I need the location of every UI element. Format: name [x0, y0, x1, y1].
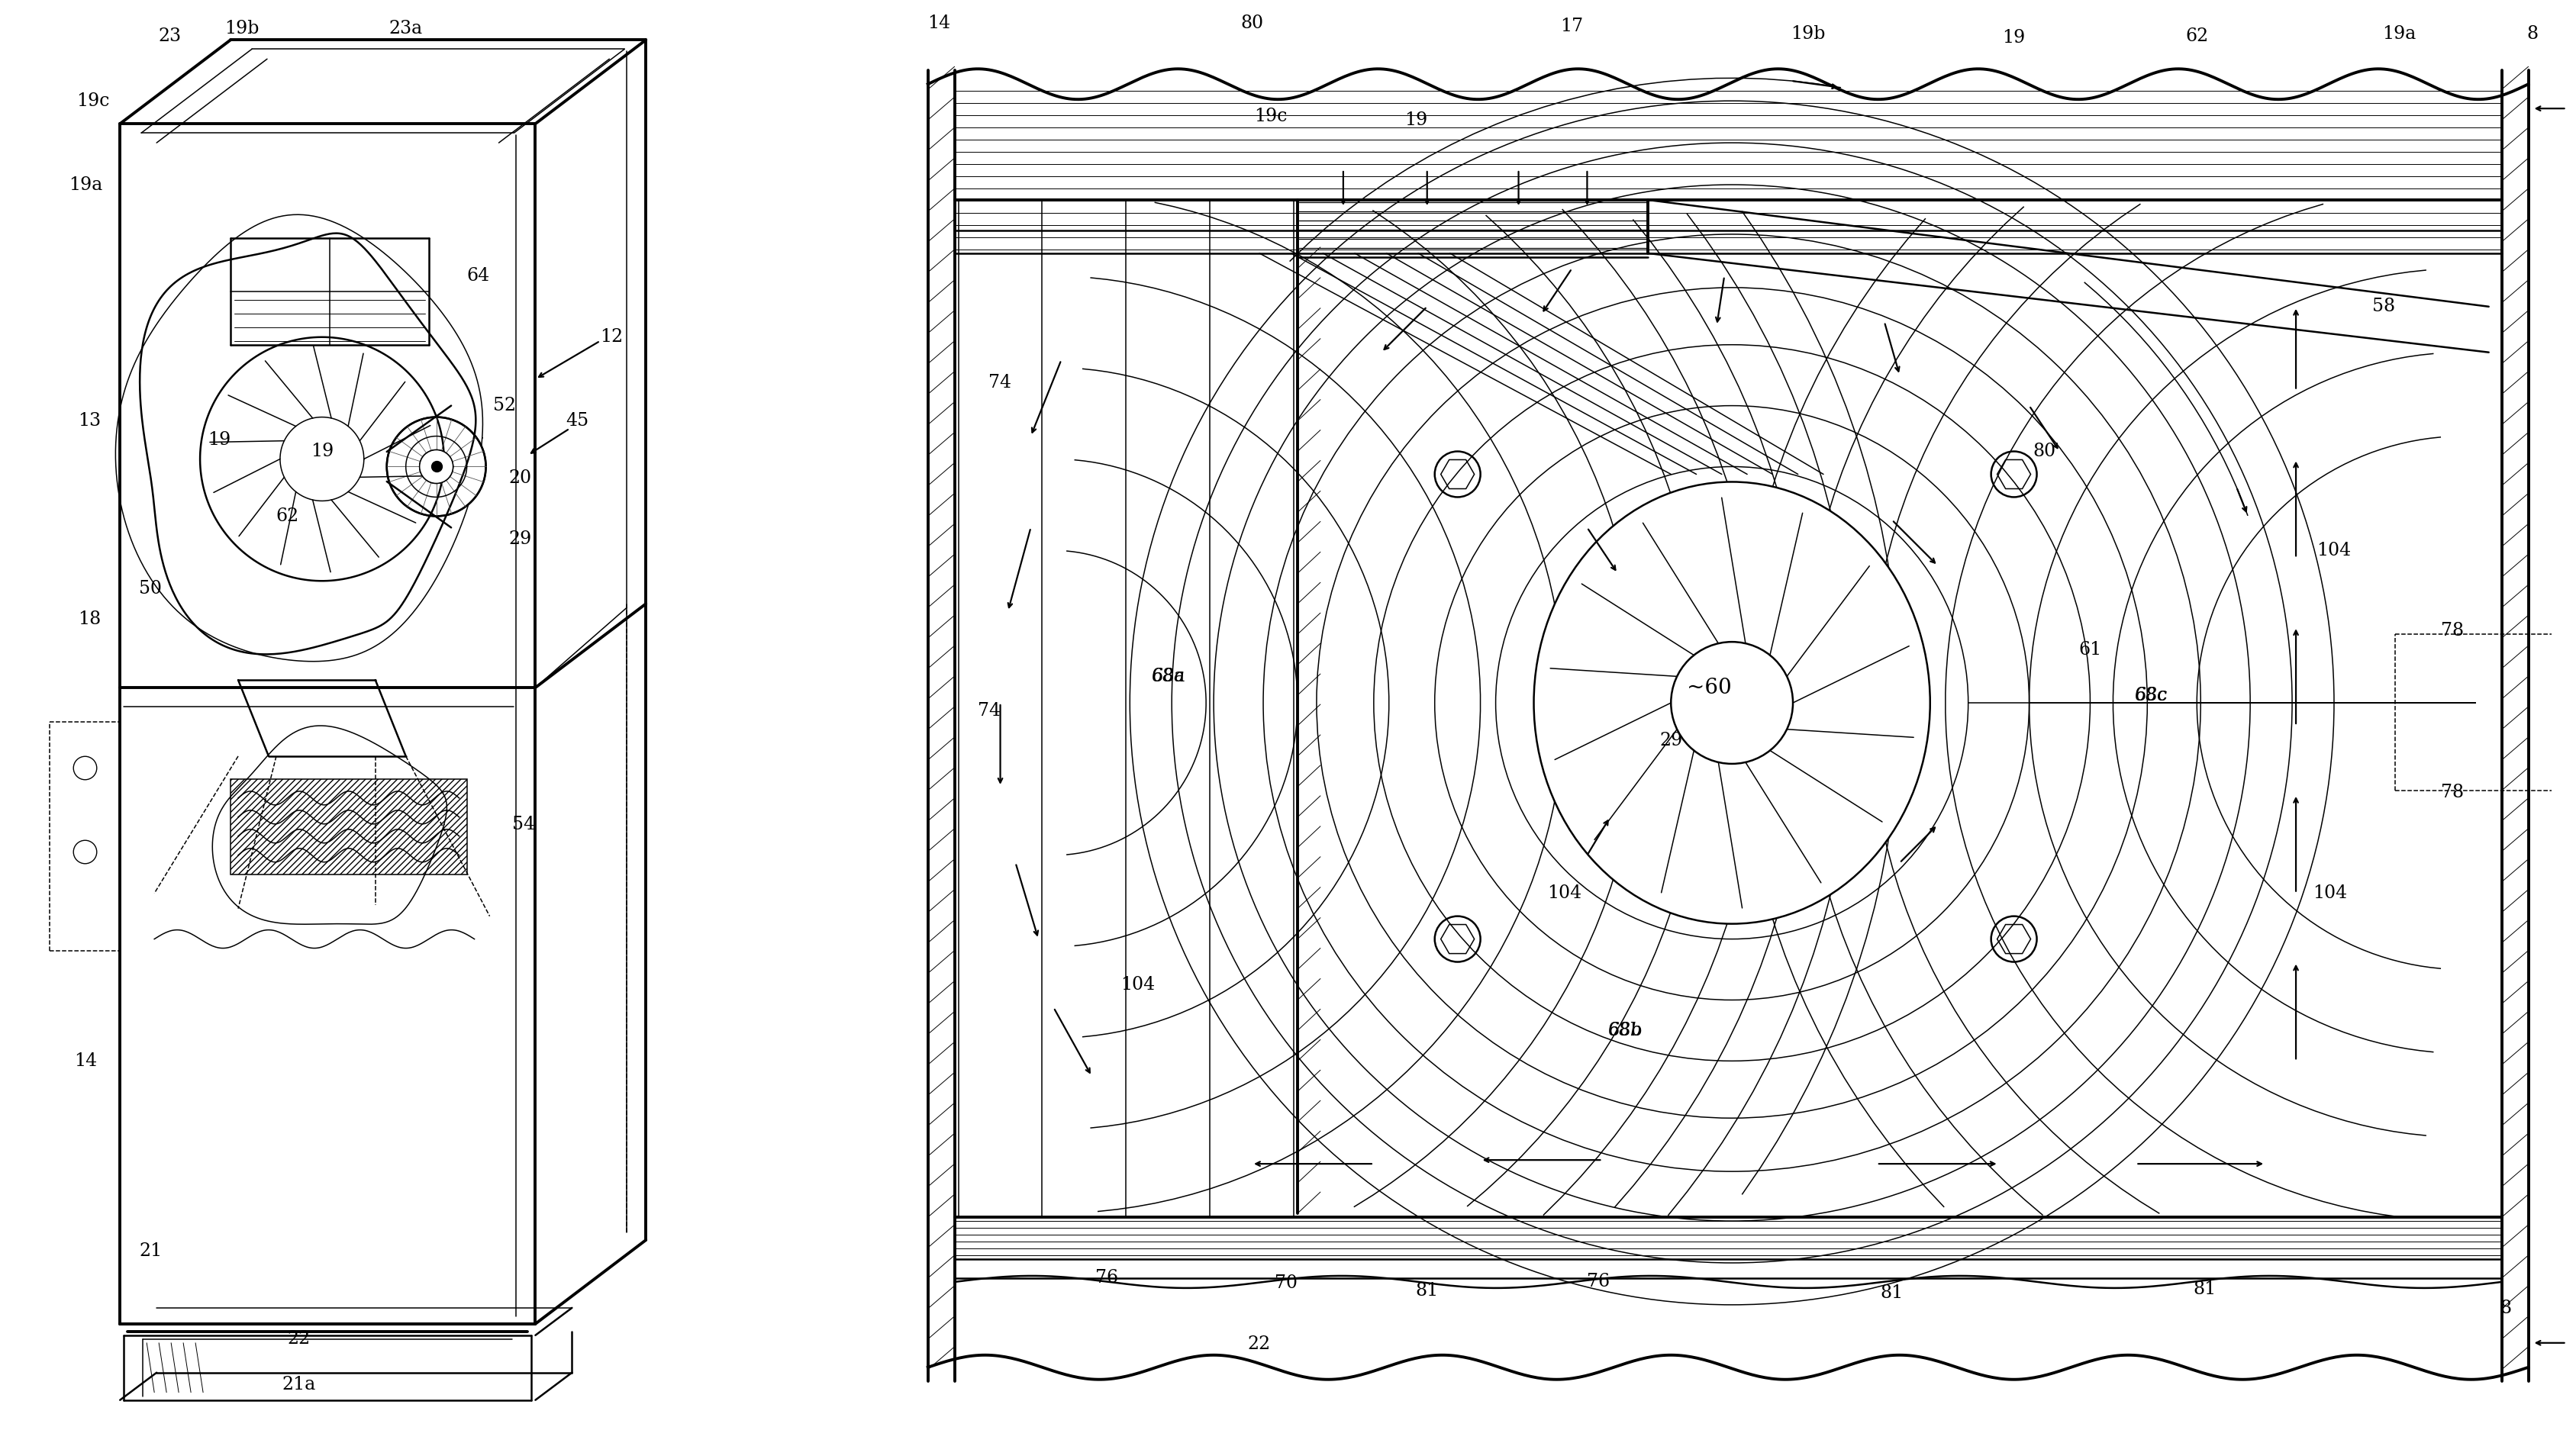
Text: 22: 22 — [289, 1330, 312, 1348]
Text: ~60: ~60 — [1687, 677, 1731, 698]
Text: 76: 76 — [1095, 1270, 1118, 1287]
Text: 54: 54 — [513, 815, 536, 834]
Text: 19: 19 — [2002, 29, 2025, 46]
Text: 62: 62 — [276, 508, 299, 525]
Text: 68b: 68b — [1607, 1022, 1643, 1039]
Text: 80: 80 — [1239, 14, 1262, 32]
Text: 68c: 68c — [2136, 687, 2166, 704]
Text: 23: 23 — [157, 27, 180, 45]
Text: 64: 64 — [466, 267, 489, 284]
Text: 81: 81 — [1417, 1283, 1437, 1300]
Text: 19b: 19b — [1790, 25, 1826, 43]
Text: 104: 104 — [1548, 885, 1582, 902]
Circle shape — [420, 450, 453, 483]
Text: 19a: 19a — [2383, 25, 2416, 43]
Text: 19a: 19a — [70, 176, 103, 193]
Text: 78: 78 — [2439, 784, 2463, 801]
Text: 18: 18 — [77, 610, 100, 628]
Text: 14: 14 — [927, 14, 951, 32]
Text: 68c: 68c — [2136, 687, 2166, 704]
Text: 21a: 21a — [283, 1377, 317, 1394]
Text: 19: 19 — [1404, 111, 1427, 128]
Text: 14: 14 — [75, 1052, 98, 1069]
Text: 19: 19 — [209, 431, 232, 449]
Text: 50: 50 — [139, 580, 162, 597]
Text: 70: 70 — [1275, 1274, 1298, 1293]
Text: 61: 61 — [2079, 641, 2102, 658]
Text: 52: 52 — [495, 397, 515, 414]
Text: 20: 20 — [507, 469, 531, 486]
Text: 8: 8 — [2499, 1300, 2512, 1317]
Text: 68a: 68a — [1151, 667, 1185, 685]
Text: 8: 8 — [2527, 25, 2537, 43]
Circle shape — [1672, 642, 1793, 763]
Text: 78: 78 — [2439, 622, 2463, 639]
Text: 80: 80 — [2032, 443, 2056, 460]
Text: 22: 22 — [1247, 1336, 1270, 1354]
Text: 19c: 19c — [77, 92, 111, 110]
Text: 58: 58 — [2372, 297, 2396, 316]
Text: 104: 104 — [2316, 541, 2352, 560]
Text: 19c: 19c — [1255, 107, 1288, 126]
Text: 104: 104 — [1121, 975, 1154, 994]
Text: 19: 19 — [312, 443, 332, 460]
Text: 62: 62 — [2184, 27, 2208, 45]
Circle shape — [386, 417, 487, 517]
Text: 21: 21 — [139, 1242, 162, 1260]
Text: 81: 81 — [2192, 1281, 2215, 1299]
Ellipse shape — [1533, 482, 1929, 924]
Text: 29: 29 — [507, 530, 531, 548]
Text: 45: 45 — [567, 413, 590, 430]
Text: 19b: 19b — [224, 20, 260, 38]
Text: 29: 29 — [1659, 732, 1682, 750]
Text: 76: 76 — [1587, 1273, 1610, 1290]
Text: 17: 17 — [1561, 17, 1584, 35]
Text: 23a: 23a — [389, 20, 422, 38]
Polygon shape — [229, 779, 466, 874]
Text: 74: 74 — [989, 374, 1012, 391]
Text: 104: 104 — [2313, 885, 2347, 902]
Text: 81: 81 — [1880, 1284, 1904, 1302]
Text: 74: 74 — [976, 701, 999, 719]
Text: 13: 13 — [77, 413, 100, 430]
Text: 68a: 68a — [1151, 667, 1185, 685]
Text: 68b: 68b — [1607, 1022, 1643, 1039]
Text: 12: 12 — [600, 329, 623, 346]
